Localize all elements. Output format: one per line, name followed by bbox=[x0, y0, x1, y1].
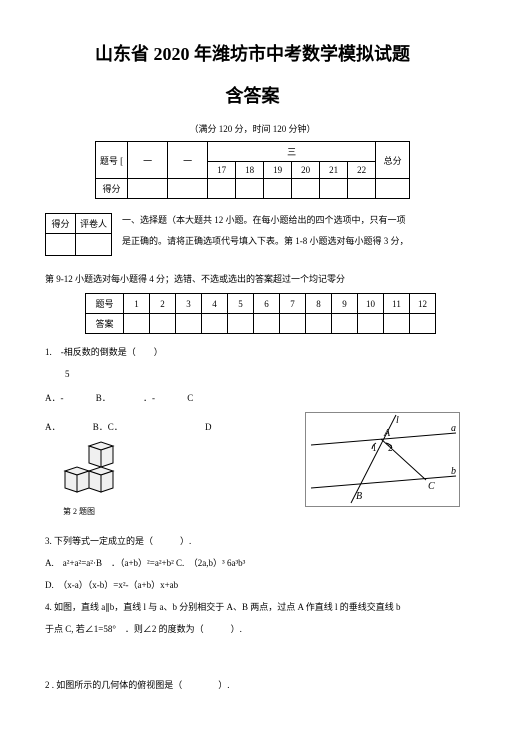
table-row: 得分 bbox=[95, 179, 409, 199]
option-row: A．- B． ．- C bbox=[45, 391, 460, 404]
option-a: A． bbox=[45, 420, 61, 433]
option-row: A． B．C． D bbox=[45, 420, 295, 433]
label-C: C bbox=[428, 481, 435, 492]
q3-opt-d: D. （x-a）（x-b）=x²-（a+b）x+ab bbox=[45, 577, 460, 593]
cell: 1 bbox=[124, 294, 150, 314]
question-1: 1. -相反数的倒数是（ ） bbox=[45, 344, 460, 360]
score-table: 题号 [ 一 一 三 总分 17 18 19 20 21 22 得分 bbox=[95, 141, 410, 199]
option-b: B． bbox=[96, 391, 111, 404]
option-bc: B．C． bbox=[93, 420, 123, 433]
cell bbox=[124, 314, 150, 334]
cell bbox=[228, 314, 254, 334]
cell-total: 总分 bbox=[376, 142, 410, 179]
cubes-figure bbox=[59, 441, 295, 504]
option-c: C bbox=[187, 393, 193, 403]
cell bbox=[202, 314, 228, 334]
option-a: A．- bbox=[45, 391, 64, 404]
cell bbox=[168, 179, 208, 199]
question-4-cont: 于点 C, 若∠1=58° ．则∠2 的度数为（ ）. bbox=[45, 621, 460, 637]
label-B: B bbox=[356, 491, 362, 502]
answer-subtitle: 含答案 bbox=[45, 82, 460, 108]
section-intro: 是正确的。请将正确选项代号填入下表。第 1-8 小题选对每小题得 3 分， bbox=[122, 234, 460, 249]
cell bbox=[376, 179, 410, 199]
cell bbox=[292, 179, 320, 199]
cell: 21 bbox=[320, 162, 348, 179]
grader-table: 得分 评卷人 bbox=[45, 213, 112, 256]
option-d: D bbox=[205, 422, 212, 432]
q1-sub: 5 bbox=[45, 366, 460, 382]
cell bbox=[280, 314, 306, 334]
cell-label: 题号 [ bbox=[95, 142, 127, 179]
cell: 7 bbox=[280, 294, 306, 314]
cell: 得分 bbox=[46, 214, 76, 234]
cell bbox=[176, 314, 202, 334]
table-row: 题号 1 2 3 4 5 6 7 8 9 10 11 12 bbox=[86, 294, 436, 314]
cell-label: 题号 bbox=[86, 294, 124, 314]
cell bbox=[332, 314, 358, 334]
cell bbox=[358, 314, 384, 334]
cell bbox=[384, 314, 410, 334]
cell bbox=[410, 314, 436, 334]
section-intro: 一、选择题（本大题共 12 小题。在每小题给出的四个选项中，只有一项 bbox=[122, 213, 460, 228]
cell bbox=[254, 314, 280, 334]
figure-caption: 第 2 题图 bbox=[63, 506, 295, 517]
cell bbox=[236, 179, 264, 199]
cell: 11 bbox=[384, 294, 410, 314]
cell: 9 bbox=[332, 294, 358, 314]
cell-label: 得分 bbox=[95, 179, 127, 199]
cell bbox=[306, 314, 332, 334]
label-l: l bbox=[396, 415, 399, 426]
cell: 20 bbox=[292, 162, 320, 179]
label-A: A bbox=[383, 428, 391, 439]
cell: 评卷人 bbox=[76, 214, 112, 234]
answer-table: 题号 1 2 3 4 5 6 7 8 9 10 11 12 答案 bbox=[85, 293, 436, 334]
cell bbox=[150, 314, 176, 334]
table-row: 答案 bbox=[86, 314, 436, 334]
cell bbox=[348, 179, 376, 199]
label-a: a bbox=[451, 423, 456, 434]
question-4: 4. 如图，直线 a∥b，直线 l 与 a、b 分别相交于 A、B 两点，过点 … bbox=[45, 599, 460, 615]
cell bbox=[76, 234, 112, 256]
cell: 2 bbox=[150, 294, 176, 314]
cell bbox=[208, 179, 236, 199]
cell bbox=[264, 179, 292, 199]
option-neg: ．- bbox=[143, 391, 155, 404]
page-title: 山东省 2020 年潍坊市中考数学模拟试题 bbox=[45, 40, 460, 66]
table-row: 题号 [ 一 一 三 总分 bbox=[95, 142, 409, 162]
cell-span: 三 bbox=[208, 142, 376, 162]
table-row: 得分 评卷人 bbox=[46, 214, 112, 234]
cell: 12 bbox=[410, 294, 436, 314]
cell: 5 bbox=[228, 294, 254, 314]
cell: 6 bbox=[254, 294, 280, 314]
cell: 一 bbox=[168, 142, 208, 179]
cell: 10 bbox=[358, 294, 384, 314]
question-3: 3. 下列等式一定成立的是（ ）. bbox=[45, 533, 460, 549]
cell bbox=[128, 179, 168, 199]
label-b: b bbox=[451, 466, 456, 477]
cell: 3 bbox=[176, 294, 202, 314]
exam-meta: （满分 120 分，时间 120 分钟） bbox=[45, 122, 460, 135]
q3-opt-a: A. a²+a²=a²·B ．（a+b）²=a²+b² C. （2a,b）³ 6… bbox=[45, 555, 460, 571]
cell: 17 bbox=[208, 162, 236, 179]
cubes-icon bbox=[59, 441, 129, 501]
question-2-footer: 2 . 如图所示的几何体的俯视图是（ ）. bbox=[45, 678, 460, 691]
section-intro: 第 9-12 小题选对每小题得 4 分；选错、不选或选出的答案超过一个均记零分 bbox=[45, 272, 460, 287]
cell-label: 答案 bbox=[86, 314, 124, 334]
cell: 一 bbox=[128, 142, 168, 179]
cell bbox=[320, 179, 348, 199]
table-row bbox=[46, 234, 112, 256]
cell bbox=[46, 234, 76, 256]
cell: 8 bbox=[306, 294, 332, 314]
angle-figure: l a b A B C 1 2 bbox=[305, 412, 460, 507]
cell: 22 bbox=[348, 162, 376, 179]
cell: 19 bbox=[264, 162, 292, 179]
cell: 18 bbox=[236, 162, 264, 179]
cell: 4 bbox=[202, 294, 228, 314]
